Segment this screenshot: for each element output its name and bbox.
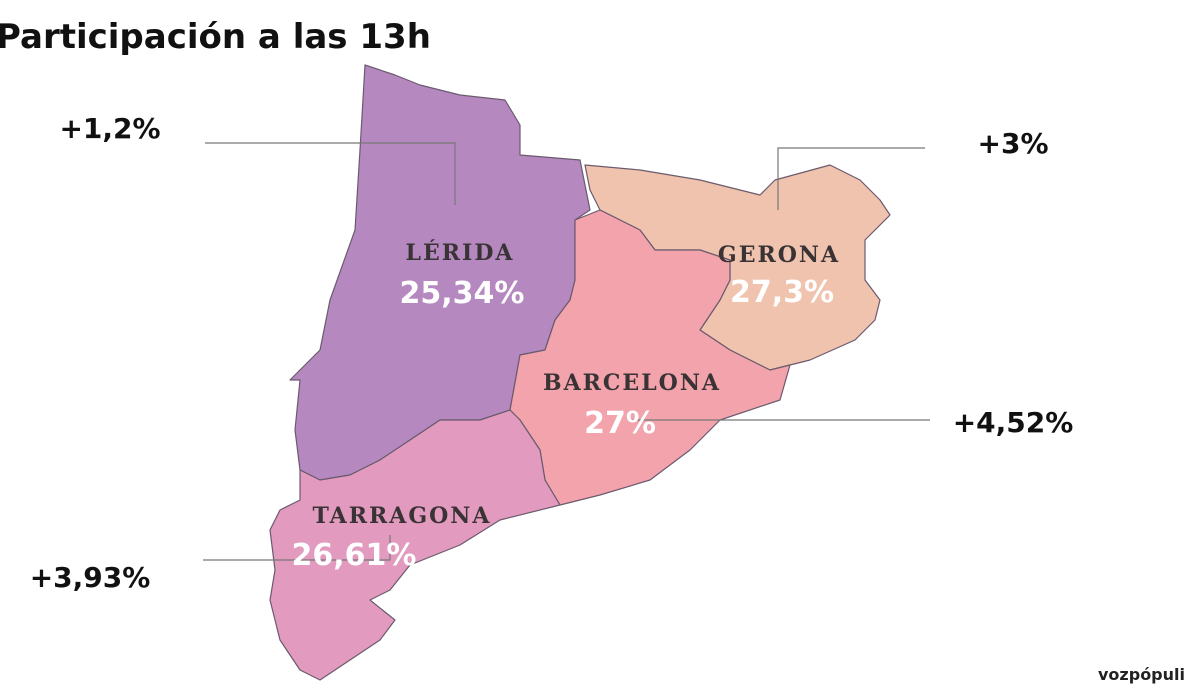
region-name: TARRAGONA <box>312 503 491 529</box>
logo: vozpópuli <box>1098 665 1185 684</box>
participation: 26,61% <box>292 538 417 573</box>
change: +3,93% <box>30 561 151 594</box>
change: +4,52% <box>953 406 1074 439</box>
region-barcelona <box>509 209 791 506</box>
change: +1,2% <box>59 112 160 145</box>
participation: 25,34% <box>400 276 525 311</box>
region-name: GERONA <box>718 242 840 268</box>
change: +3% <box>978 127 1049 160</box>
region-name: BARCELONA <box>543 370 721 396</box>
leader-line <box>777 147 925 210</box>
title: Participación a las 13h <box>0 17 431 57</box>
participation: 27,3% <box>730 275 834 310</box>
region-name: LÉRIDA <box>406 239 515 266</box>
leader-line <box>203 535 391 561</box>
leader-line <box>205 142 456 205</box>
region-tarragona <box>269 409 561 681</box>
participation: 27% <box>584 406 656 441</box>
